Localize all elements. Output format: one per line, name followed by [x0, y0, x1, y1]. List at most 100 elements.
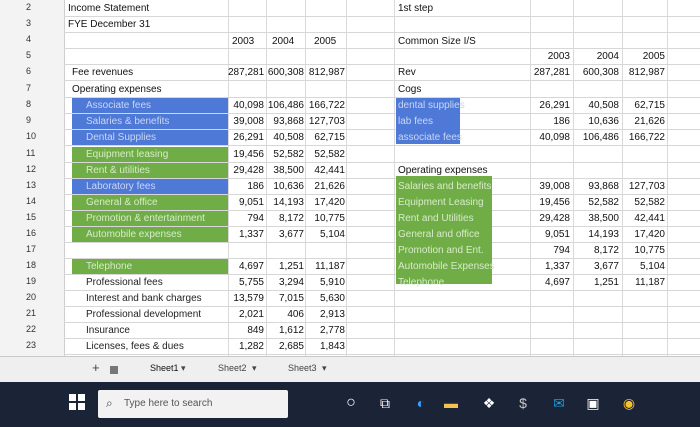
expense-value[interactable]: 11,187 [315, 261, 345, 272]
expense-value[interactable]: 10,775 [314, 213, 345, 224]
revenue-label[interactable]: Fee revenues [72, 67, 134, 78]
rs-cogs-label[interactable]: Cogs [398, 84, 422, 95]
chrome-icon[interactable]: ◉ [622, 395, 636, 411]
rs-opex-value[interactable]: 19,456 [539, 197, 570, 208]
rs-opex-value[interactable]: 794 [553, 245, 570, 256]
rs-cogs-value[interactable]: 40,508 [588, 100, 619, 111]
chevron-down-icon[interactable]: ▾ [252, 363, 257, 373]
rs-opex-item[interactable]: Automobile Expenses [398, 261, 495, 272]
expense-value[interactable]: 2,685 [278, 341, 304, 352]
expense-value[interactable]: 849 [247, 325, 264, 336]
rs-cogs-value[interactable]: 166,722 [628, 132, 665, 143]
expense-value[interactable]: 5,630 [319, 293, 345, 304]
expense-value[interactable]: 17,420 [314, 197, 345, 208]
rs-opex-value[interactable]: 38,500 [588, 213, 619, 224]
expense-label[interactable]: Professional development [86, 309, 202, 320]
expense-value[interactable]: 2,778 [319, 325, 345, 336]
rs-rev-label[interactable]: Rev [398, 67, 416, 78]
taskbar-search-box[interactable]: ⌕ Type here to search [98, 390, 288, 418]
tab-sheet1[interactable]: Sheet1 [150, 363, 179, 373]
expense-value[interactable]: 1,282 [238, 341, 264, 352]
expense-value[interactable]: 26,291 [233, 132, 264, 143]
expense-value[interactable]: 1,337 [238, 229, 264, 240]
rs-opex-value[interactable]: 8,172 [593, 245, 619, 256]
rs-opex-value[interactable]: 9,051 [544, 229, 570, 240]
tab-sheet2[interactable]: Sheet2 [218, 363, 247, 373]
chevron-down-icon[interactable]: ▾ [181, 363, 186, 373]
tab-sheet3[interactable]: Sheet3 [288, 363, 317, 373]
rs-opex-value[interactable]: 14,193 [588, 229, 619, 240]
store-icon[interactable]: ▣ [586, 395, 600, 411]
expense-value[interactable]: 5,755 [238, 277, 264, 288]
rs-opex-value[interactable]: 52,582 [634, 197, 665, 208]
windows-start-icon[interactable] [68, 394, 86, 412]
rs-year-header[interactable]: 2005 [642, 51, 665, 62]
rs-opex-value[interactable]: 93,868 [588, 181, 619, 192]
rs-opex-item[interactable]: Promotion and Ent. [398, 245, 484, 256]
rs-opex-value[interactable]: 17,420 [634, 229, 665, 240]
rs-opex-label[interactable]: Operating expenses [398, 165, 488, 176]
rs-opex-value[interactable]: 39,008 [539, 181, 570, 192]
expense-label[interactable]: Insurance [86, 325, 130, 336]
expense-value[interactable]: 14,193 [273, 197, 304, 208]
rs-opex-value[interactable]: 52,582 [588, 197, 619, 208]
rs-opex-item[interactable]: Rent and Utilities [398, 213, 474, 224]
revenue-value[interactable]: 600,308 [267, 67, 304, 78]
expense-value[interactable]: 40,098 [233, 100, 264, 111]
expense-label[interactable]: Licenses, fees & dues [86, 341, 184, 352]
expense-value[interactable]: 5,910 [319, 277, 345, 288]
expense-label[interactable]: Rent & utilities [86, 165, 150, 176]
expense-value[interactable]: 166,722 [308, 100, 345, 111]
opex-label[interactable]: Operating expenses [72, 84, 162, 95]
expense-value[interactable]: 39,008 [233, 116, 264, 127]
rs-opex-value[interactable]: 10,775 [634, 245, 665, 256]
rs-opex-value[interactable]: 1,251 [593, 277, 619, 288]
rs-cogs-item[interactable]: lab fees [398, 116, 434, 127]
rs-rev-value[interactable]: 287,281 [533, 67, 570, 78]
expense-value[interactable]: 3,677 [278, 229, 304, 240]
expense-value[interactable]: 1,251 [278, 261, 304, 272]
expense-value[interactable]: 4,697 [238, 261, 264, 272]
edge-icon[interactable]: ◐ [416, 395, 426, 411]
rs-year-header[interactable]: 2003 [547, 51, 570, 62]
dollar-app-icon[interactable]: $ [519, 395, 527, 411]
rs-opex-value[interactable]: 5,104 [639, 261, 665, 272]
expense-value[interactable]: 42,441 [314, 165, 345, 176]
rs-opex-item[interactable]: General and office [398, 229, 480, 240]
expense-label[interactable]: Professional fees [86, 277, 163, 288]
rs-cogs-value[interactable]: 106,486 [582, 132, 619, 143]
rs-opex-value[interactable]: 29,428 [539, 213, 570, 224]
expense-value[interactable]: 1,843 [319, 341, 345, 352]
expense-value[interactable]: 62,715 [314, 132, 345, 143]
file-explorer-icon[interactable]: ▬ [444, 395, 458, 411]
rs-cogs-item[interactable]: associate fees [398, 132, 462, 143]
rs-opex-item[interactable]: Telephone [398, 277, 445, 288]
rs-opex-item[interactable]: Equipment Leasing [398, 197, 484, 208]
rs-cogs-value[interactable]: 26,291 [539, 100, 570, 111]
expense-value[interactable]: 1,612 [278, 325, 304, 336]
rs-rev-value[interactable]: 812,987 [628, 67, 665, 78]
rs-cogs-value[interactable]: 21,626 [634, 116, 665, 127]
cortana-icon[interactable]: ○ [346, 394, 356, 411]
expense-label[interactable]: Telephone [86, 261, 133, 272]
chevron-down-icon[interactable]: ▾ [322, 363, 327, 373]
expense-value[interactable]: 8,172 [278, 213, 304, 224]
expense-value[interactable]: 406 [287, 309, 304, 320]
expense-value[interactable]: 19,456 [233, 149, 264, 160]
expense-label[interactable]: Equipment leasing [86, 149, 169, 160]
expense-value[interactable]: 38,500 [273, 165, 304, 176]
expense-value[interactable]: 40,508 [273, 132, 304, 143]
revenue-value[interactable]: 812,987 [308, 67, 345, 78]
expense-value[interactable]: 13,579 [233, 293, 264, 304]
rs-cogs-item[interactable]: dental supplies [398, 100, 465, 111]
expense-value[interactable]: 52,582 [314, 149, 345, 160]
expense-value[interactable]: 9,051 [238, 197, 264, 208]
rs-opex-value[interactable]: 4,697 [544, 277, 570, 288]
expense-label[interactable]: Dental Supplies [86, 132, 157, 143]
expense-value[interactable]: 3,294 [278, 277, 304, 288]
expense-label[interactable]: Laboratory fees [86, 181, 156, 192]
mail-icon[interactable]: ✉ [553, 395, 565, 411]
expense-label[interactable]: Automobile expenses [86, 229, 182, 240]
expense-value[interactable]: 7,015 [278, 293, 304, 304]
expense-value[interactable]: 186 [247, 181, 264, 192]
